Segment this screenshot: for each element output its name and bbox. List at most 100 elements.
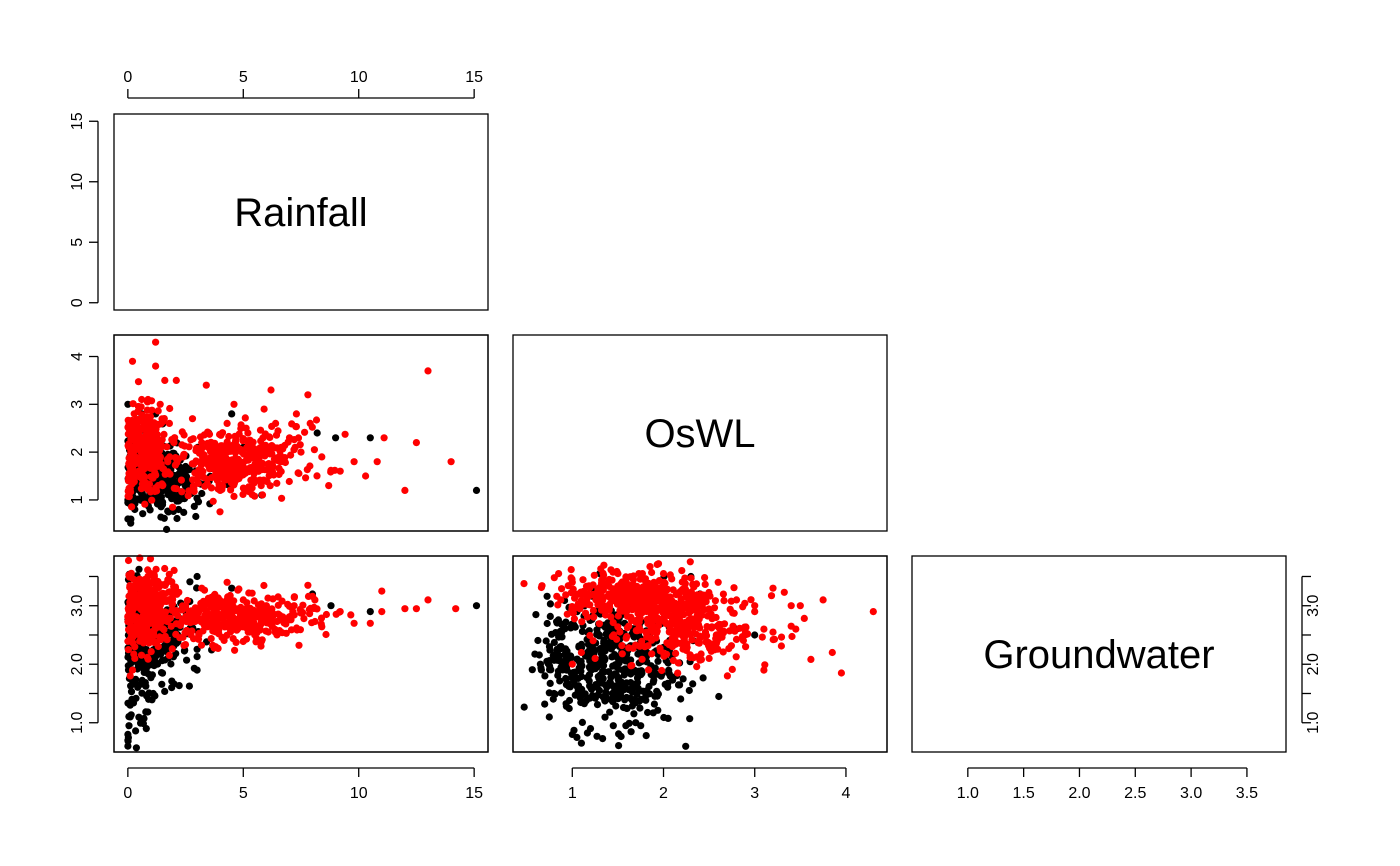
data-point — [662, 593, 670, 601]
data-point — [126, 701, 134, 709]
data-point — [696, 656, 704, 664]
data-point — [148, 496, 156, 504]
top-axis-rainfall: 0 5 10 15 — [123, 69, 483, 99]
data-point — [592, 681, 600, 689]
data-point — [590, 571, 598, 579]
data-point — [178, 488, 186, 496]
tick-label: 2.0 — [1305, 653, 1322, 675]
data-point — [742, 643, 750, 651]
data-point — [632, 627, 640, 635]
data-point — [253, 448, 261, 456]
data-point — [630, 710, 638, 718]
data-point — [569, 609, 578, 617]
data-point — [520, 580, 528, 588]
data-point — [550, 689, 558, 698]
tick-label: 2.0 — [69, 653, 86, 675]
data-point — [623, 592, 631, 600]
data-point — [568, 660, 576, 668]
data-point — [600, 602, 608, 610]
data-point — [256, 476, 264, 484]
data-point — [744, 630, 752, 638]
data-point — [230, 400, 238, 408]
data-point — [639, 687, 647, 695]
data-point — [278, 597, 286, 605]
data-point — [777, 633, 786, 641]
data-point — [546, 662, 554, 670]
data-point — [581, 690, 589, 698]
data-point — [156, 633, 164, 641]
data-point — [591, 694, 599, 702]
data-point — [169, 503, 177, 511]
data-point — [732, 596, 741, 604]
data-point — [207, 635, 215, 643]
data-point — [588, 666, 596, 674]
data-point — [672, 591, 680, 599]
data-point — [472, 486, 481, 494]
data-point — [599, 693, 607, 701]
data-point — [543, 619, 551, 628]
tick-label: 3.0 — [1305, 595, 1322, 617]
data-point — [144, 708, 152, 716]
data-point — [869, 608, 877, 616]
data-point — [281, 441, 289, 450]
data-point — [313, 429, 321, 437]
data-point — [216, 486, 224, 494]
panel-rainfall-diag — [113, 113, 489, 311]
diag-label-rainfall: Rainfall — [234, 191, 367, 235]
data-point — [579, 576, 587, 584]
data-point — [634, 650, 642, 658]
data-point — [664, 683, 672, 691]
data-point — [304, 581, 312, 589]
data-point — [228, 410, 236, 418]
data-point — [212, 472, 220, 480]
tick-label: 10 — [350, 69, 368, 86]
data-point — [570, 621, 578, 629]
data-point — [424, 596, 432, 604]
data-point — [622, 600, 630, 609]
data-point — [828, 648, 836, 657]
data-point — [632, 699, 640, 707]
data-point — [168, 645, 176, 653]
data-point — [146, 555, 155, 563]
data-point — [589, 590, 597, 599]
data-point — [562, 674, 570, 683]
data-point — [182, 602, 190, 610]
data-point — [202, 381, 210, 389]
data-point — [239, 637, 247, 646]
data-point — [249, 606, 257, 614]
data-point — [165, 570, 173, 578]
data-point — [636, 614, 644, 622]
data-point — [195, 472, 203, 480]
data-point — [193, 653, 201, 661]
data-point — [204, 443, 212, 452]
data-point — [663, 650, 671, 658]
data-point — [567, 566, 575, 574]
data-point — [168, 684, 176, 692]
data-point — [158, 501, 167, 509]
data-point — [686, 715, 694, 723]
data-point — [154, 407, 162, 415]
data-point — [230, 492, 238, 500]
data-point — [311, 617, 319, 626]
data-point — [159, 464, 167, 472]
tick-label: 1 — [69, 495, 86, 504]
data-point — [657, 672, 665, 680]
data-point — [287, 451, 295, 459]
data-point — [550, 638, 558, 647]
data-point — [537, 666, 546, 674]
data-point — [689, 680, 697, 688]
data-point — [259, 434, 267, 442]
data-point — [157, 607, 165, 615]
data-point — [235, 462, 243, 471]
data-point — [154, 456, 162, 464]
data-point — [139, 510, 147, 518]
data-point — [577, 648, 586, 657]
data-point — [627, 581, 635, 589]
data-point — [601, 713, 609, 721]
data-point — [162, 597, 170, 606]
data-point — [198, 489, 206, 498]
data-point — [545, 713, 553, 721]
data-point — [658, 666, 666, 675]
data-point — [149, 689, 157, 698]
data-point — [689, 580, 697, 589]
